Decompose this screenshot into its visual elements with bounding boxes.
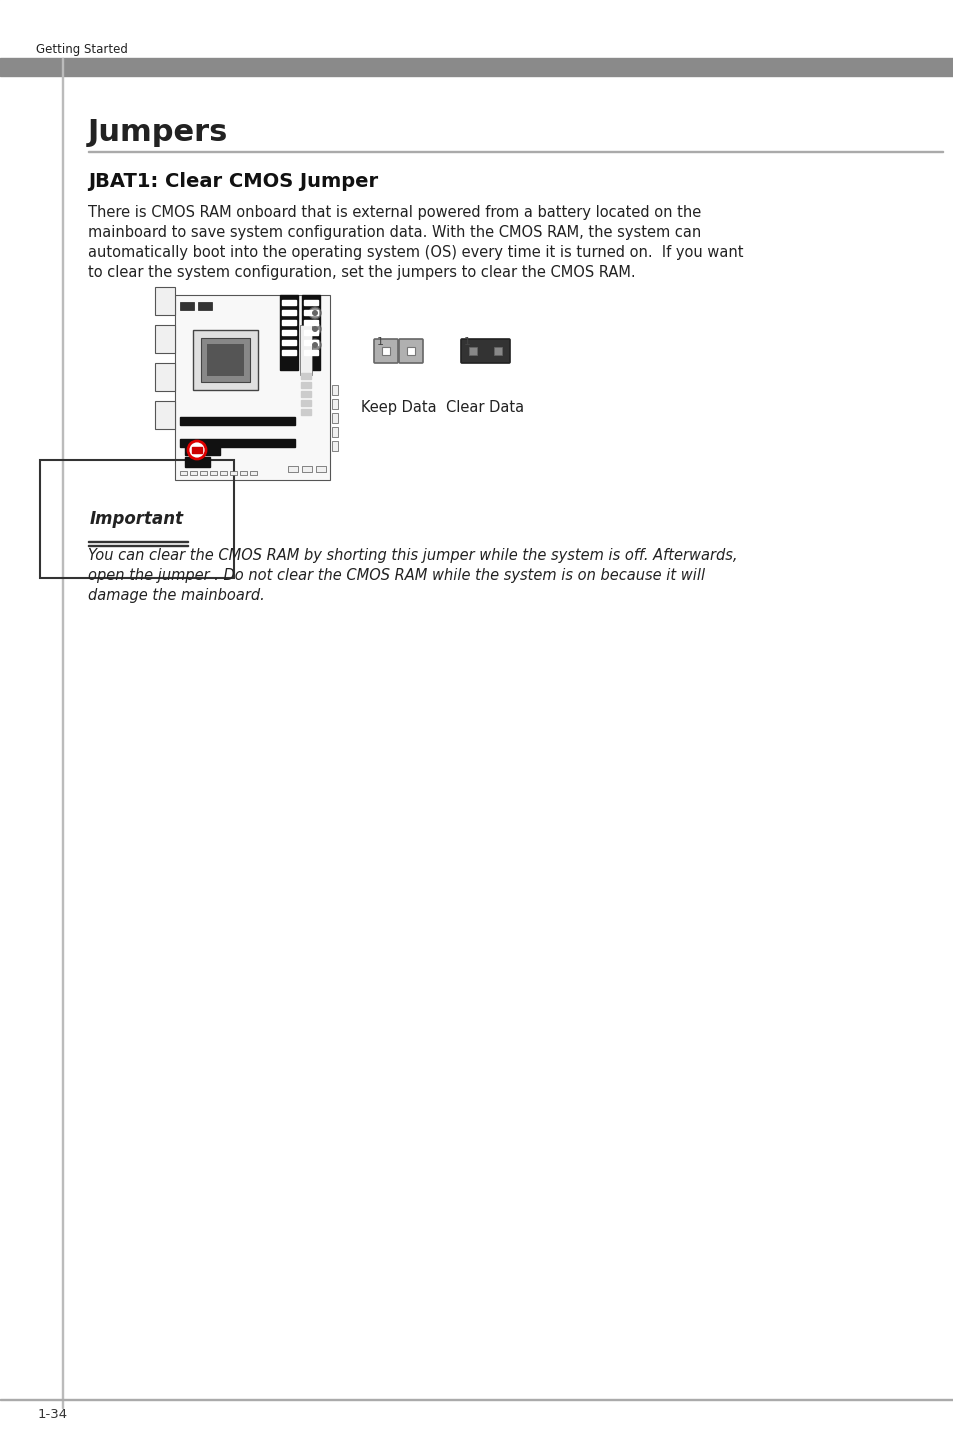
Text: Keep Data: Keep Data xyxy=(360,400,436,415)
Bar xyxy=(304,319,317,325)
Bar xyxy=(304,299,317,305)
Bar xyxy=(282,319,295,325)
Bar xyxy=(174,295,330,480)
Bar xyxy=(332,412,337,422)
Bar xyxy=(154,325,174,354)
Bar xyxy=(304,339,317,345)
Bar xyxy=(332,427,337,437)
Bar xyxy=(230,471,236,475)
Bar xyxy=(207,344,244,377)
FancyBboxPatch shape xyxy=(460,339,510,362)
Bar xyxy=(282,309,295,315)
Bar xyxy=(200,471,207,475)
Bar xyxy=(201,338,250,382)
Circle shape xyxy=(312,342,317,348)
Bar xyxy=(304,309,317,315)
FancyBboxPatch shape xyxy=(398,339,422,362)
Bar xyxy=(407,347,415,355)
Bar xyxy=(332,441,337,451)
Bar xyxy=(282,299,295,305)
Bar xyxy=(198,302,212,309)
Bar xyxy=(332,400,337,410)
Text: Getting Started: Getting Started xyxy=(36,43,128,56)
Bar xyxy=(282,339,295,345)
Circle shape xyxy=(188,441,206,460)
Text: open the jumper . Do not clear the CMOS RAM while the system is on because it wi: open the jumper . Do not clear the CMOS … xyxy=(88,569,704,583)
Bar xyxy=(332,385,337,395)
Bar xyxy=(250,471,256,475)
Bar xyxy=(301,410,311,415)
Text: JBAT1: Clear CMOS Jumper: JBAT1: Clear CMOS Jumper xyxy=(88,172,377,190)
Bar xyxy=(280,295,297,369)
Text: There is CMOS RAM onboard that is external powered from a battery located on the: There is CMOS RAM onboard that is extern… xyxy=(88,205,700,221)
Text: 1: 1 xyxy=(376,337,384,347)
Bar xyxy=(315,465,326,473)
Text: to clear the system configuration, set the jumpers to clear the CMOS RAM.: to clear the system configuration, set t… xyxy=(88,265,635,281)
Bar xyxy=(154,401,174,430)
Bar xyxy=(180,471,187,475)
Text: Important: Important xyxy=(90,510,184,528)
Circle shape xyxy=(309,339,320,351)
Bar xyxy=(88,540,188,541)
Bar xyxy=(180,440,294,447)
Bar xyxy=(154,362,174,391)
Bar xyxy=(154,286,174,315)
Bar xyxy=(210,471,216,475)
Bar xyxy=(220,471,227,475)
Circle shape xyxy=(309,306,320,319)
Bar xyxy=(469,347,476,355)
Bar xyxy=(282,349,295,355)
Bar xyxy=(302,295,319,369)
Bar xyxy=(193,329,257,390)
FancyBboxPatch shape xyxy=(374,339,397,362)
Bar xyxy=(302,465,312,473)
Text: 1: 1 xyxy=(463,337,471,347)
Text: You can clear the CMOS RAM by shorting this jumper while the system is off. Afte: You can clear the CMOS RAM by shorting t… xyxy=(88,548,737,563)
Text: automatically boot into the operating system (OS) every time it is turned on.  I: automatically boot into the operating sy… xyxy=(88,245,742,261)
Bar xyxy=(304,349,317,355)
Bar xyxy=(62,59,63,1408)
Bar xyxy=(190,471,196,475)
Bar xyxy=(301,400,311,407)
Text: 1-34: 1-34 xyxy=(38,1409,68,1422)
Bar xyxy=(301,391,311,397)
Bar xyxy=(180,302,193,309)
Bar xyxy=(185,447,220,455)
Bar xyxy=(304,329,317,335)
Bar xyxy=(301,372,311,379)
Bar xyxy=(299,325,312,375)
Bar xyxy=(301,382,311,388)
Circle shape xyxy=(312,326,317,332)
Circle shape xyxy=(312,309,317,316)
Text: damage the mainboard.: damage the mainboard. xyxy=(88,589,265,603)
Bar xyxy=(494,347,501,355)
Bar xyxy=(88,544,188,546)
Bar xyxy=(180,417,294,425)
Text: Clear Data: Clear Data xyxy=(446,400,524,415)
Bar xyxy=(240,471,247,475)
Circle shape xyxy=(309,324,320,335)
Bar xyxy=(0,59,953,76)
Bar xyxy=(185,457,210,467)
Bar xyxy=(192,447,202,453)
Bar xyxy=(282,329,295,335)
Bar xyxy=(381,347,390,355)
Text: Jumpers: Jumpers xyxy=(88,117,228,147)
Bar xyxy=(288,465,297,473)
Text: mainboard to save system configuration data. With the CMOS RAM, the system can: mainboard to save system configuration d… xyxy=(88,225,700,241)
